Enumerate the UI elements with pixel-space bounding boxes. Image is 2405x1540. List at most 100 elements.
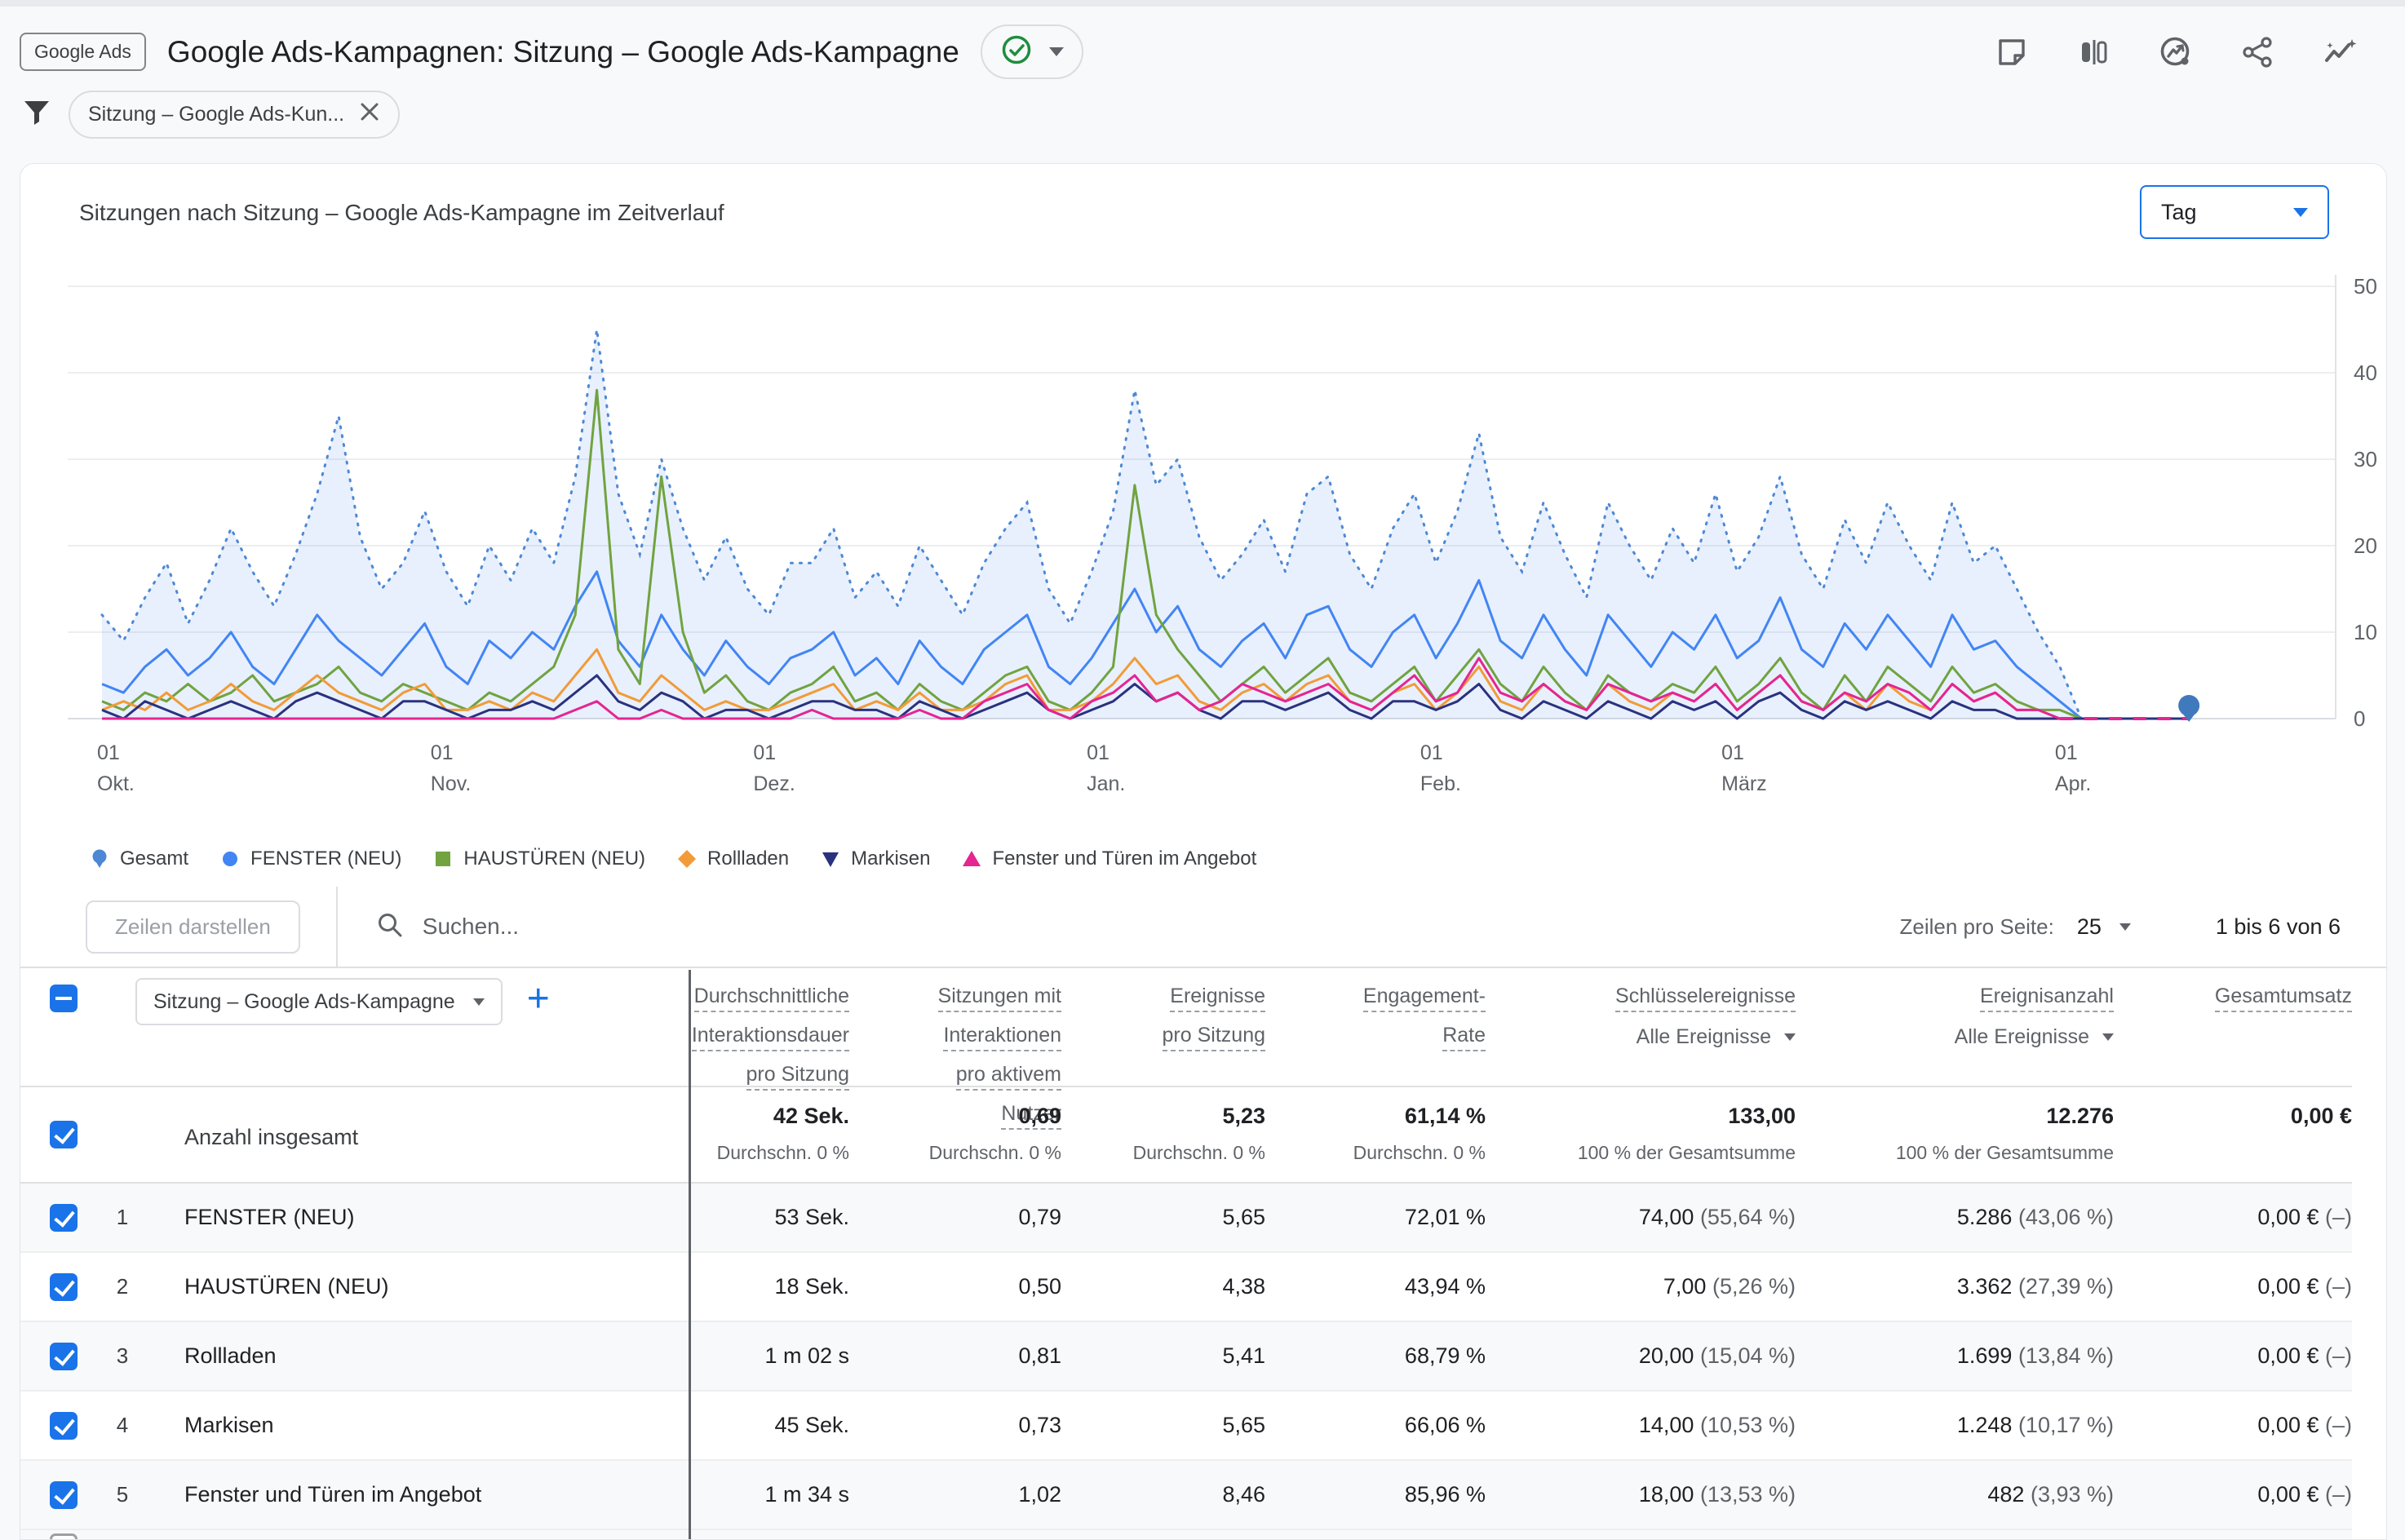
chevron-down-icon (1784, 1033, 1796, 1041)
row-dimension-value: Rollladen (147, 1343, 669, 1369)
svg-text:01: 01 (431, 741, 454, 764)
add-note-icon[interactable] (1994, 34, 2030, 70)
compare-icon[interactable] (2075, 34, 2111, 70)
rows-per-page-value[interactable]: 25 (2077, 914, 2102, 940)
metric-cell: 20,00 (15,04 %) (1486, 1343, 1796, 1369)
chevron-down-icon (2102, 1033, 2114, 1041)
legend-label: FENSTER (NEU) (250, 847, 401, 870)
svg-text:01: 01 (1420, 741, 1443, 764)
share-icon[interactable] (2240, 34, 2276, 70)
table-row-partial[interactable] (20, 1530, 2352, 1539)
rows-per-page-label: Zeilen pro Seite: (1900, 914, 2054, 940)
table-toolbar: Zeilen darstellen Zeilen pro Seite: 25 1… (20, 887, 2386, 968)
search-icon (375, 910, 405, 944)
metric-cell: 1 m 34 s (669, 1482, 849, 1507)
google-ads-badge: Google Ads (20, 33, 146, 71)
table-row[interactable]: 2HAUSTÜREN (NEU)18 Sek.0,504,3843,94 %7,… (20, 1253, 2352, 1322)
totals-cell: 5,23Durchschn. 0 % (1061, 1087, 1265, 1182)
row-index: 3 (98, 1343, 147, 1369)
row-checkbox[interactable] (50, 1273, 78, 1301)
svg-text:01: 01 (2055, 741, 2078, 764)
metric-cell: 5,65 (1061, 1205, 1265, 1230)
svg-text:01: 01 (1721, 741, 1744, 764)
page-title: Google Ads-Kampagnen: Sitzung – Google A… (167, 35, 959, 69)
svg-text:Dez.: Dez. (753, 772, 795, 795)
metric-cell: 5.286 (43,06 %) (1796, 1205, 2114, 1230)
table-row[interactable]: 3Rollladen1 m 02 s0,815,4168,79 %20,00 (… (20, 1322, 2352, 1392)
row-dimension-value: HAUSTÜREN (NEU) (147, 1274, 669, 1299)
toolbar-divider (336, 887, 338, 967)
totals-cell: 42 Sek.Durchschn. 0 % (669, 1087, 849, 1182)
table-row[interactable]: 5Fenster und Türen im Angebot1 m 34 s1,0… (20, 1461, 2352, 1530)
svg-text:Nov.: Nov. (431, 772, 472, 795)
legend-triangle-down-icon (820, 848, 841, 870)
chart-title: Sitzungen nach Sitzung – Google Ads-Kamp… (79, 200, 724, 226)
metric-cell: 43,94 % (1265, 1274, 1486, 1299)
row-checkbox[interactable] (50, 1204, 78, 1232)
svg-text:Feb.: Feb. (1420, 772, 1461, 795)
insights-sparkline-icon[interactable] (2322, 33, 2359, 71)
totals-cell: 12.276100 % der Gesamtsumme (1796, 1087, 2114, 1182)
row-index: 1 (98, 1205, 147, 1230)
totals-checkbox[interactable] (50, 1121, 78, 1148)
row-checkbox[interactable] (50, 1481, 78, 1509)
metric-filter[interactable]: Alle Ereignisse (1796, 1020, 2114, 1053)
row-dimension-value: FENSTER (NEU) (147, 1205, 669, 1230)
table-row[interactable]: 4Markisen45 Sek.0,735,6566,06 %14,00 (10… (20, 1392, 2352, 1461)
svg-text:01: 01 (753, 741, 776, 764)
metric-cell: 45 Sek. (669, 1413, 849, 1438)
report-header: Google Ads Google Ads-Kampagnen: Sitzung… (0, 7, 2405, 79)
metric-cell: 66,06 % (1265, 1413, 1486, 1438)
metric-cell: 0,00 € (–) (2114, 1274, 2352, 1299)
chevron-down-icon[interactable] (2119, 923, 2131, 931)
interval-select[interactable]: Tag (2140, 185, 2329, 239)
row-checkbox[interactable] (50, 1412, 78, 1440)
chevron-down-icon (1049, 47, 1064, 56)
legend-diamond-icon (676, 848, 698, 870)
plot-rows-button[interactable]: Zeilen darstellen (86, 901, 300, 954)
legend-item: FENSTER (NEU) (219, 847, 401, 870)
legend-label: Fenster und Türen im Angebot (992, 847, 1256, 870)
metric-cell: 3.362 (27,39 %) (1796, 1274, 2114, 1299)
search-input[interactable] (421, 913, 914, 940)
filter-funnel-icon[interactable] (21, 97, 52, 132)
dimension-select[interactable]: Sitzung – Google Ads-Kampagne (135, 978, 503, 1025)
totals-cell: 61,14 %Durchschn. 0 % (1265, 1087, 1486, 1182)
metric-cell: 72,01 % (1265, 1205, 1486, 1230)
svg-text:30: 30 (2354, 447, 2377, 471)
select-all-checkbox[interactable] (50, 985, 78, 1012)
legend-circle-icon (219, 848, 241, 870)
table-row[interactable]: 1FENSTER (NEU)53 Sek.0,795,6572,01 %74,0… (20, 1184, 2352, 1253)
legend-square-icon (432, 848, 454, 870)
metric-cell: 14,00 (10,53 %) (1486, 1413, 1796, 1438)
legend-label: HAUSTÜREN (NEU) (463, 847, 645, 870)
row-dimension-value: Fenster und Türen im Angebot (147, 1482, 669, 1507)
filter-chip-label: Sitzung – Google Ads-Kun... (88, 103, 344, 126)
totals-cell: 0,00 € (2114, 1087, 2352, 1182)
svg-text:Jan.: Jan. (1087, 772, 1125, 795)
legend-triangle-up-icon (961, 848, 982, 870)
row-checkbox[interactable] (50, 1343, 78, 1370)
svg-text:0: 0 (2354, 706, 2365, 731)
metric-cell: 0,81 (849, 1343, 1061, 1369)
metric-cell: 1,02 (849, 1482, 1061, 1507)
filter-chip[interactable]: Sitzung – Google Ads-Kun... (69, 91, 400, 139)
pagination-range: 1 bis 6 von 6 (2216, 914, 2341, 940)
sessions-time-series-chart[interactable]: 0102030405001Okt.01Nov.01Dez.01Jan.01Feb… (20, 262, 2386, 833)
chevron-down-icon (2293, 208, 2308, 217)
svg-text:10: 10 (2354, 620, 2377, 644)
metric-cell: 1.248 (10,17 %) (1796, 1413, 2114, 1438)
svg-text:Apr.: Apr. (2055, 772, 2091, 795)
metric-cell: 5,41 (1061, 1343, 1265, 1369)
metric-cell: 0,73 (849, 1413, 1061, 1438)
totals-label: Anzahl insgesamt (147, 1087, 669, 1182)
metric-filter[interactable]: Alle Ereignisse (1486, 1020, 1796, 1053)
legend-item: Markisen (820, 847, 930, 870)
column-resize-divider[interactable] (689, 970, 691, 1539)
view-insights-icon[interactable] (2157, 33, 2195, 71)
metric-cell: 74,00 (55,64 %) (1486, 1205, 1796, 1230)
add-dimension-icon[interactable]: + (527, 978, 550, 1020)
close-icon[interactable] (359, 101, 380, 128)
svg-text:Okt.: Okt. (97, 772, 135, 795)
report-status-dropdown[interactable] (981, 24, 1083, 79)
